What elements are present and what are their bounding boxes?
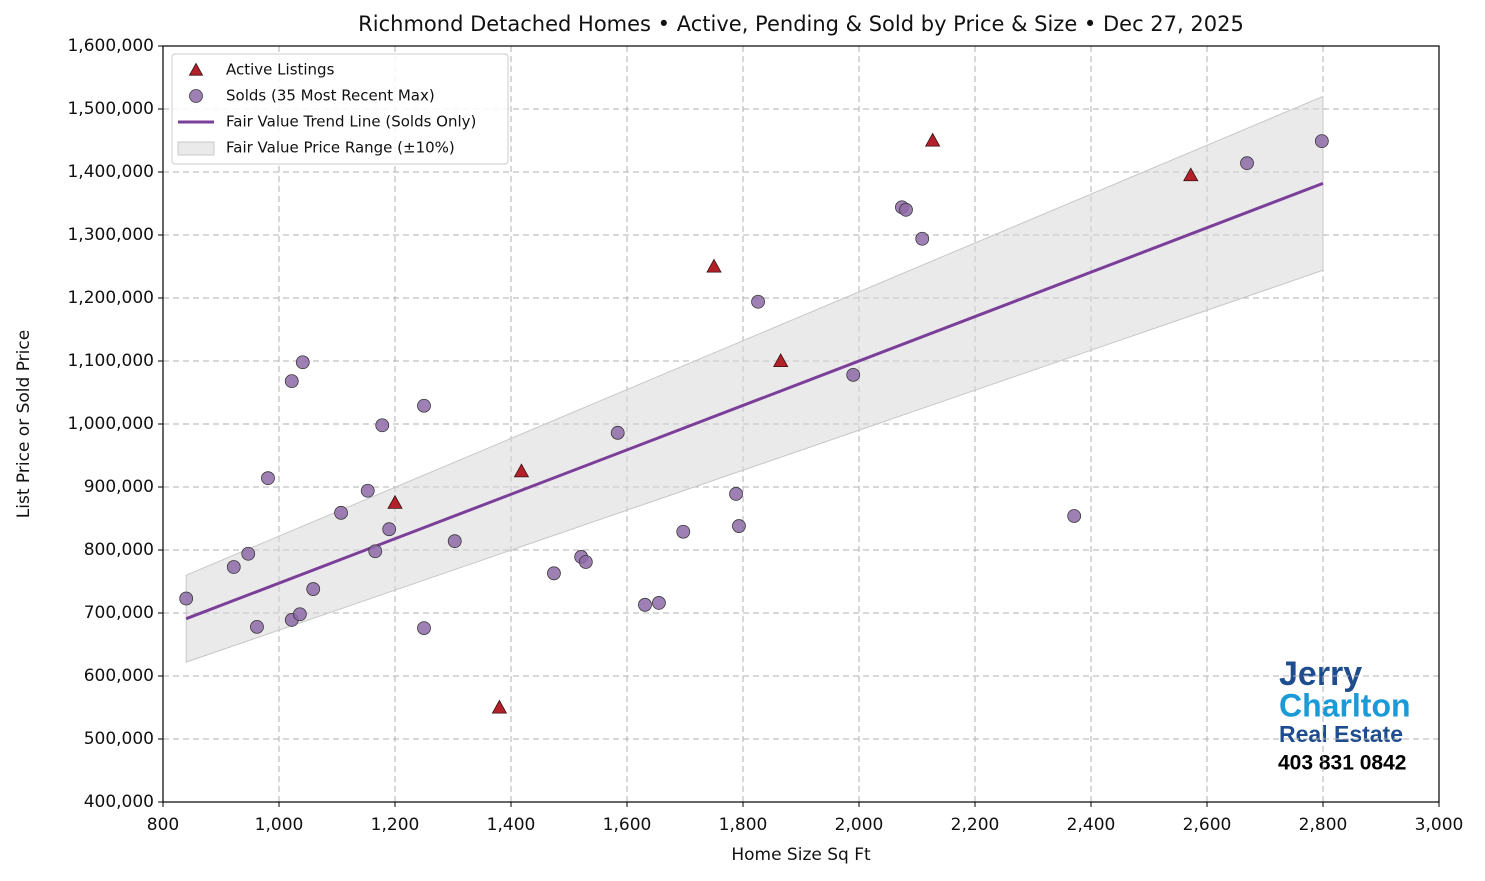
price-range-band — [185, 95, 1324, 663]
sold-point — [729, 487, 743, 501]
x-tick-label: 2,200 — [951, 815, 1000, 835]
x-tick-label: 1,200 — [371, 815, 420, 835]
sold-point — [292, 607, 307, 622]
sold-point — [751, 294, 765, 309]
x-tick-label: 1,400 — [487, 815, 536, 835]
legend-swatch — [177, 141, 215, 156]
y-tick-label: 1,300,000 — [67, 225, 154, 245]
x-tick-label: 2,600 — [1183, 815, 1232, 835]
sold-point — [375, 418, 390, 433]
legend: Active Listings Solds (35 Most Recent Max… — [171, 53, 509, 165]
sold-point — [250, 619, 264, 634]
sold-point — [360, 483, 375, 498]
sold-point — [179, 591, 194, 606]
sold-point — [1067, 509, 1082, 523]
active-point — [513, 463, 530, 478]
y-tick-label: 900,000 — [84, 477, 154, 497]
plot-frame — [162, 45, 1440, 803]
active-point — [491, 699, 508, 714]
sold-point — [652, 596, 666, 610]
sold-point — [284, 374, 299, 389]
x-tick-label: 1,800 — [719, 815, 768, 835]
logo-company: Real Estate — [1279, 721, 1403, 747]
active-point — [773, 353, 789, 368]
y-tick-label: 1,000,000 — [67, 414, 154, 434]
sold-point — [447, 534, 462, 549]
sold-point — [226, 560, 241, 574]
legend-label: Fair Value Trend Line (Solds Only) — [226, 113, 476, 131]
y-tick-label: 500,000 — [84, 729, 154, 749]
y-tick-label: 800,000 — [84, 540, 154, 560]
x-tick-label: 2,400 — [1067, 815, 1116, 835]
sold-point — [1314, 134, 1329, 149]
legend-label: Active Listings — [226, 61, 335, 79]
x-tick-label: 2,000 — [835, 815, 884, 835]
x-tick-label: 3,000 — [1415, 815, 1464, 835]
y-tick-label: 1,400,000 — [67, 162, 154, 182]
y-tick-label: 1,100,000 — [67, 351, 154, 371]
sold-point — [241, 546, 256, 561]
trend-line — [185, 181, 1324, 621]
logo-phone: 403 831 0842 — [1278, 752, 1406, 775]
sold-point — [610, 425, 625, 440]
sold-point — [306, 582, 321, 596]
sold-point — [915, 231, 930, 246]
sold-point — [638, 597, 652, 612]
sold-point — [417, 621, 431, 636]
sold-point — [295, 355, 310, 370]
sold-point — [578, 555, 593, 569]
legend-label: Solds (35 Most Recent Max) — [226, 87, 435, 105]
legend-swatch — [189, 89, 203, 103]
x-tick-label: 800 — [147, 815, 179, 835]
x-tick-label: 2,800 — [1299, 815, 1348, 835]
sold-point — [899, 202, 913, 217]
x-tick-label: 1,600 — [603, 815, 652, 835]
sold-point — [547, 566, 561, 581]
chart-title: Richmond Detached Homes • Active, Pendin… — [358, 12, 1244, 36]
y-tick-label: 1,500,000 — [67, 99, 154, 119]
x-axis-label: Home Size Sq Ft — [731, 845, 871, 865]
sold-point — [334, 505, 348, 520]
logo: Jerry Charlton Real Estate 403 831 0842 — [1278, 655, 1411, 775]
y-tick-label: 1,600,000 — [67, 36, 154, 56]
logo-name: Charlton — [1279, 687, 1411, 723]
legend-label: Fair Value Price Range (±10%) — [226, 139, 455, 157]
active-point — [924, 132, 941, 147]
y-tick-label: 400,000 — [84, 792, 154, 812]
logo-name: Jerry — [1279, 655, 1362, 693]
legend-box — [171, 53, 509, 165]
sold-point — [732, 519, 746, 533]
sold-point — [676, 524, 691, 539]
y-tick-label: 1,200,000 — [67, 288, 154, 308]
sold-point — [846, 367, 861, 382]
y-tick-label: 700,000 — [84, 603, 154, 623]
x-tick-label: 1,000 — [255, 815, 304, 835]
y-axis-label: List Price or Sold Price — [14, 330, 34, 518]
legend-swatch — [188, 62, 204, 76]
active-point — [1183, 167, 1199, 182]
y-tick-label: 600,000 — [84, 666, 154, 686]
sold-point — [382, 522, 397, 537]
sold-point — [1240, 156, 1254, 171]
active-point — [706, 258, 722, 273]
sold-point — [417, 398, 431, 413]
active-point — [387, 494, 403, 509]
sold-point — [368, 544, 383, 559]
sold-point — [261, 471, 275, 486]
